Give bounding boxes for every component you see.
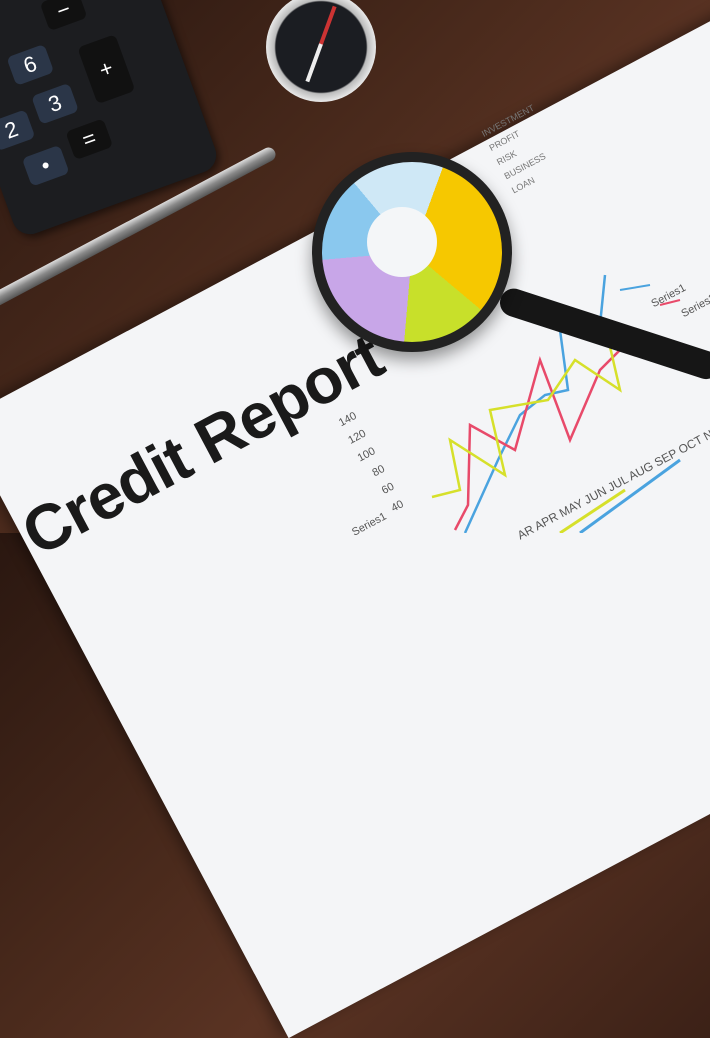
legend-swatch-series1 [619,284,651,291]
compass [266,0,376,102]
series-yellow-line [431,324,622,499]
legend-swatch-series2 [659,299,681,306]
donut-hole [367,207,437,277]
magnifying-glass [312,152,512,352]
bar-yellow [559,488,626,533]
bar-blue [579,458,681,533]
series-red-line [453,348,656,531]
